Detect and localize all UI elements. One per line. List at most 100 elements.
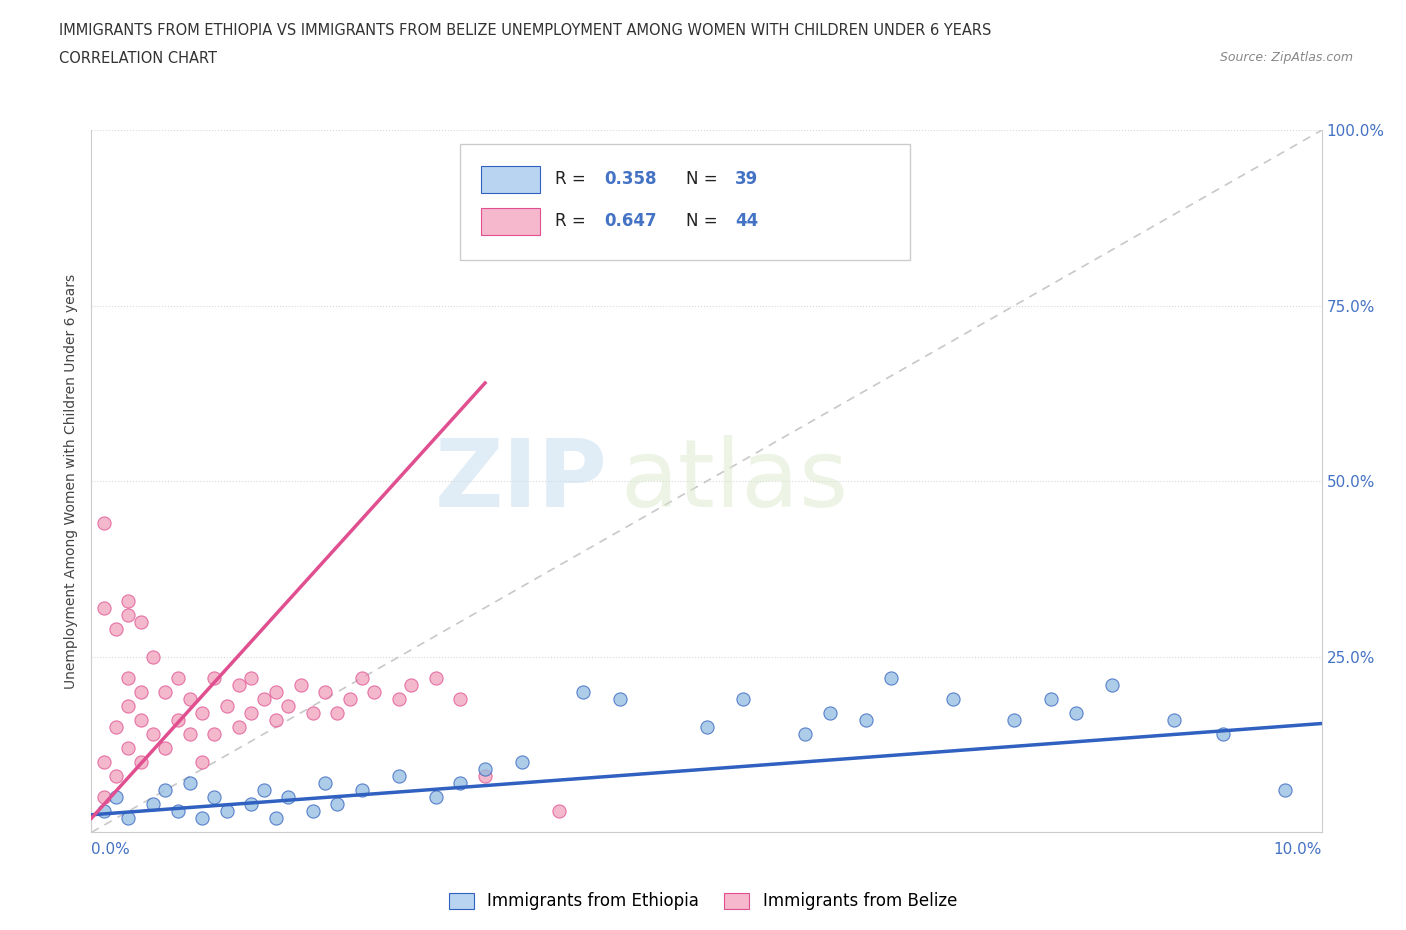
Legend: Immigrants from Ethiopia, Immigrants from Belize: Immigrants from Ethiopia, Immigrants fro…: [443, 885, 963, 917]
Point: [142, 649, 165, 664]
Point: [696, 720, 718, 735]
Point: [93, 804, 115, 818]
Point: [166, 804, 188, 818]
Point: [105, 720, 127, 735]
Point: [105, 790, 127, 804]
Point: [228, 677, 250, 692]
Point: [105, 769, 127, 784]
Text: 0.358: 0.358: [605, 170, 657, 189]
Point: [129, 615, 152, 630]
Point: [572, 684, 595, 699]
Point: [179, 692, 201, 707]
Point: [547, 804, 569, 818]
Point: [240, 797, 263, 812]
Text: N =: N =: [686, 212, 723, 231]
Point: [1101, 677, 1123, 692]
Point: [339, 692, 361, 707]
Text: Source: ZipAtlas.com: Source: ZipAtlas.com: [1219, 51, 1353, 64]
Point: [117, 698, 139, 713]
Point: [1002, 712, 1025, 727]
Point: [202, 671, 225, 685]
Point: [277, 698, 299, 713]
Text: 44: 44: [735, 212, 758, 231]
Point: [253, 783, 276, 798]
Point: [93, 600, 115, 615]
FancyBboxPatch shape: [460, 144, 910, 260]
Point: [240, 706, 263, 721]
Point: [191, 706, 214, 721]
Point: [425, 790, 447, 804]
Point: [1274, 783, 1296, 798]
Y-axis label: Unemployment Among Women with Children Under 6 years: Unemployment Among Women with Children U…: [65, 273, 79, 689]
Point: [93, 790, 115, 804]
Point: [215, 804, 238, 818]
Point: [510, 755, 533, 770]
Point: [129, 712, 152, 727]
Point: [363, 684, 385, 699]
Point: [215, 698, 238, 713]
Point: [179, 726, 201, 741]
Point: [942, 692, 965, 707]
Point: [117, 671, 139, 685]
Point: [117, 607, 139, 622]
Point: [301, 706, 323, 721]
Point: [105, 621, 127, 636]
Point: [153, 684, 177, 699]
Point: [818, 706, 841, 721]
Point: [793, 726, 815, 741]
Point: [449, 776, 471, 790]
Text: ZIP: ZIP: [436, 435, 607, 527]
Point: [388, 769, 411, 784]
Point: [191, 755, 214, 770]
Point: [191, 811, 214, 826]
Point: [202, 726, 225, 741]
Point: [166, 671, 188, 685]
Text: N =: N =: [686, 170, 723, 189]
Text: R =: R =: [555, 212, 591, 231]
Text: R =: R =: [555, 170, 591, 189]
Point: [153, 740, 177, 755]
Point: [350, 671, 373, 685]
Text: 0.647: 0.647: [605, 212, 657, 231]
Point: [425, 671, 447, 685]
Point: [129, 755, 152, 770]
Point: [855, 712, 877, 727]
Point: [117, 593, 139, 608]
Point: [202, 790, 225, 804]
Text: atlas: atlas: [620, 435, 849, 527]
Point: [388, 692, 411, 707]
Point: [449, 692, 471, 707]
Point: [264, 712, 287, 727]
Text: 39: 39: [735, 170, 758, 189]
Point: [1064, 706, 1087, 721]
Point: [880, 671, 903, 685]
Point: [474, 769, 496, 784]
Point: [240, 671, 263, 685]
Point: [93, 516, 115, 531]
Point: [166, 712, 188, 727]
FancyBboxPatch shape: [481, 208, 540, 234]
Point: [301, 804, 323, 818]
Point: [228, 720, 250, 735]
Point: [1212, 726, 1234, 741]
FancyBboxPatch shape: [481, 166, 540, 193]
Point: [153, 783, 177, 798]
Point: [314, 776, 336, 790]
Point: [117, 740, 139, 755]
Point: [129, 684, 152, 699]
Point: [264, 684, 287, 699]
Point: [93, 755, 115, 770]
Point: [142, 726, 165, 741]
Point: [179, 776, 201, 790]
Point: [314, 684, 336, 699]
Point: [733, 692, 755, 707]
Point: [117, 811, 139, 826]
Point: [399, 677, 422, 692]
Point: [474, 762, 496, 777]
Point: [277, 790, 299, 804]
Text: 10.0%: 10.0%: [1274, 842, 1322, 857]
Point: [326, 706, 349, 721]
Point: [142, 797, 165, 812]
Point: [253, 692, 276, 707]
Point: [1163, 712, 1185, 727]
